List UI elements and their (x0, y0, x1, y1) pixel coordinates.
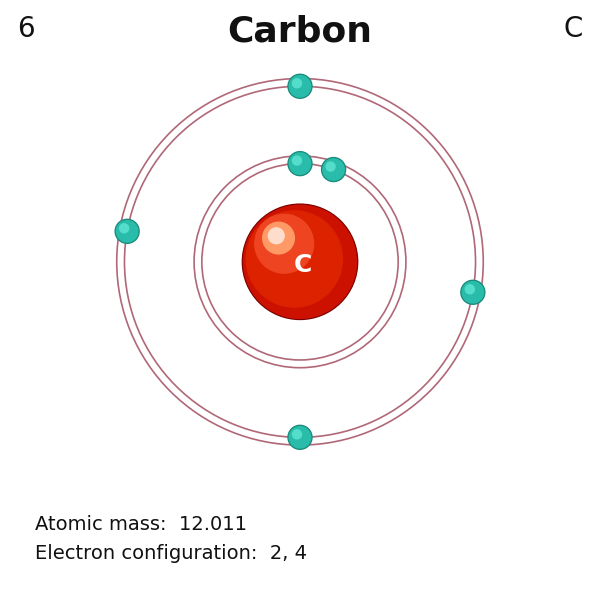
Circle shape (244, 205, 356, 318)
Circle shape (255, 214, 314, 273)
Text: 6: 6 (17, 15, 35, 43)
Text: C: C (563, 15, 583, 43)
Circle shape (293, 430, 301, 439)
Circle shape (288, 152, 312, 176)
Circle shape (323, 159, 344, 180)
Circle shape (293, 156, 301, 165)
Circle shape (242, 204, 358, 320)
Circle shape (288, 425, 312, 449)
Circle shape (326, 162, 335, 171)
Circle shape (288, 74, 312, 98)
Circle shape (289, 153, 311, 174)
Circle shape (115, 220, 139, 243)
Circle shape (263, 222, 295, 254)
Circle shape (466, 285, 475, 294)
Circle shape (322, 158, 346, 181)
Text: Electron configuration:  2, 4: Electron configuration: 2, 4 (35, 544, 307, 563)
Circle shape (119, 224, 128, 233)
Circle shape (461, 280, 485, 304)
Circle shape (247, 211, 343, 307)
Circle shape (289, 427, 311, 448)
Text: Carbon: Carbon (227, 15, 373, 49)
Circle shape (116, 221, 138, 242)
Circle shape (289, 76, 311, 97)
Circle shape (293, 79, 301, 88)
Text: Atomic mass:  12.011: Atomic mass: 12.011 (35, 515, 247, 534)
Text: C: C (293, 253, 312, 277)
Circle shape (268, 228, 284, 244)
Circle shape (462, 281, 484, 303)
